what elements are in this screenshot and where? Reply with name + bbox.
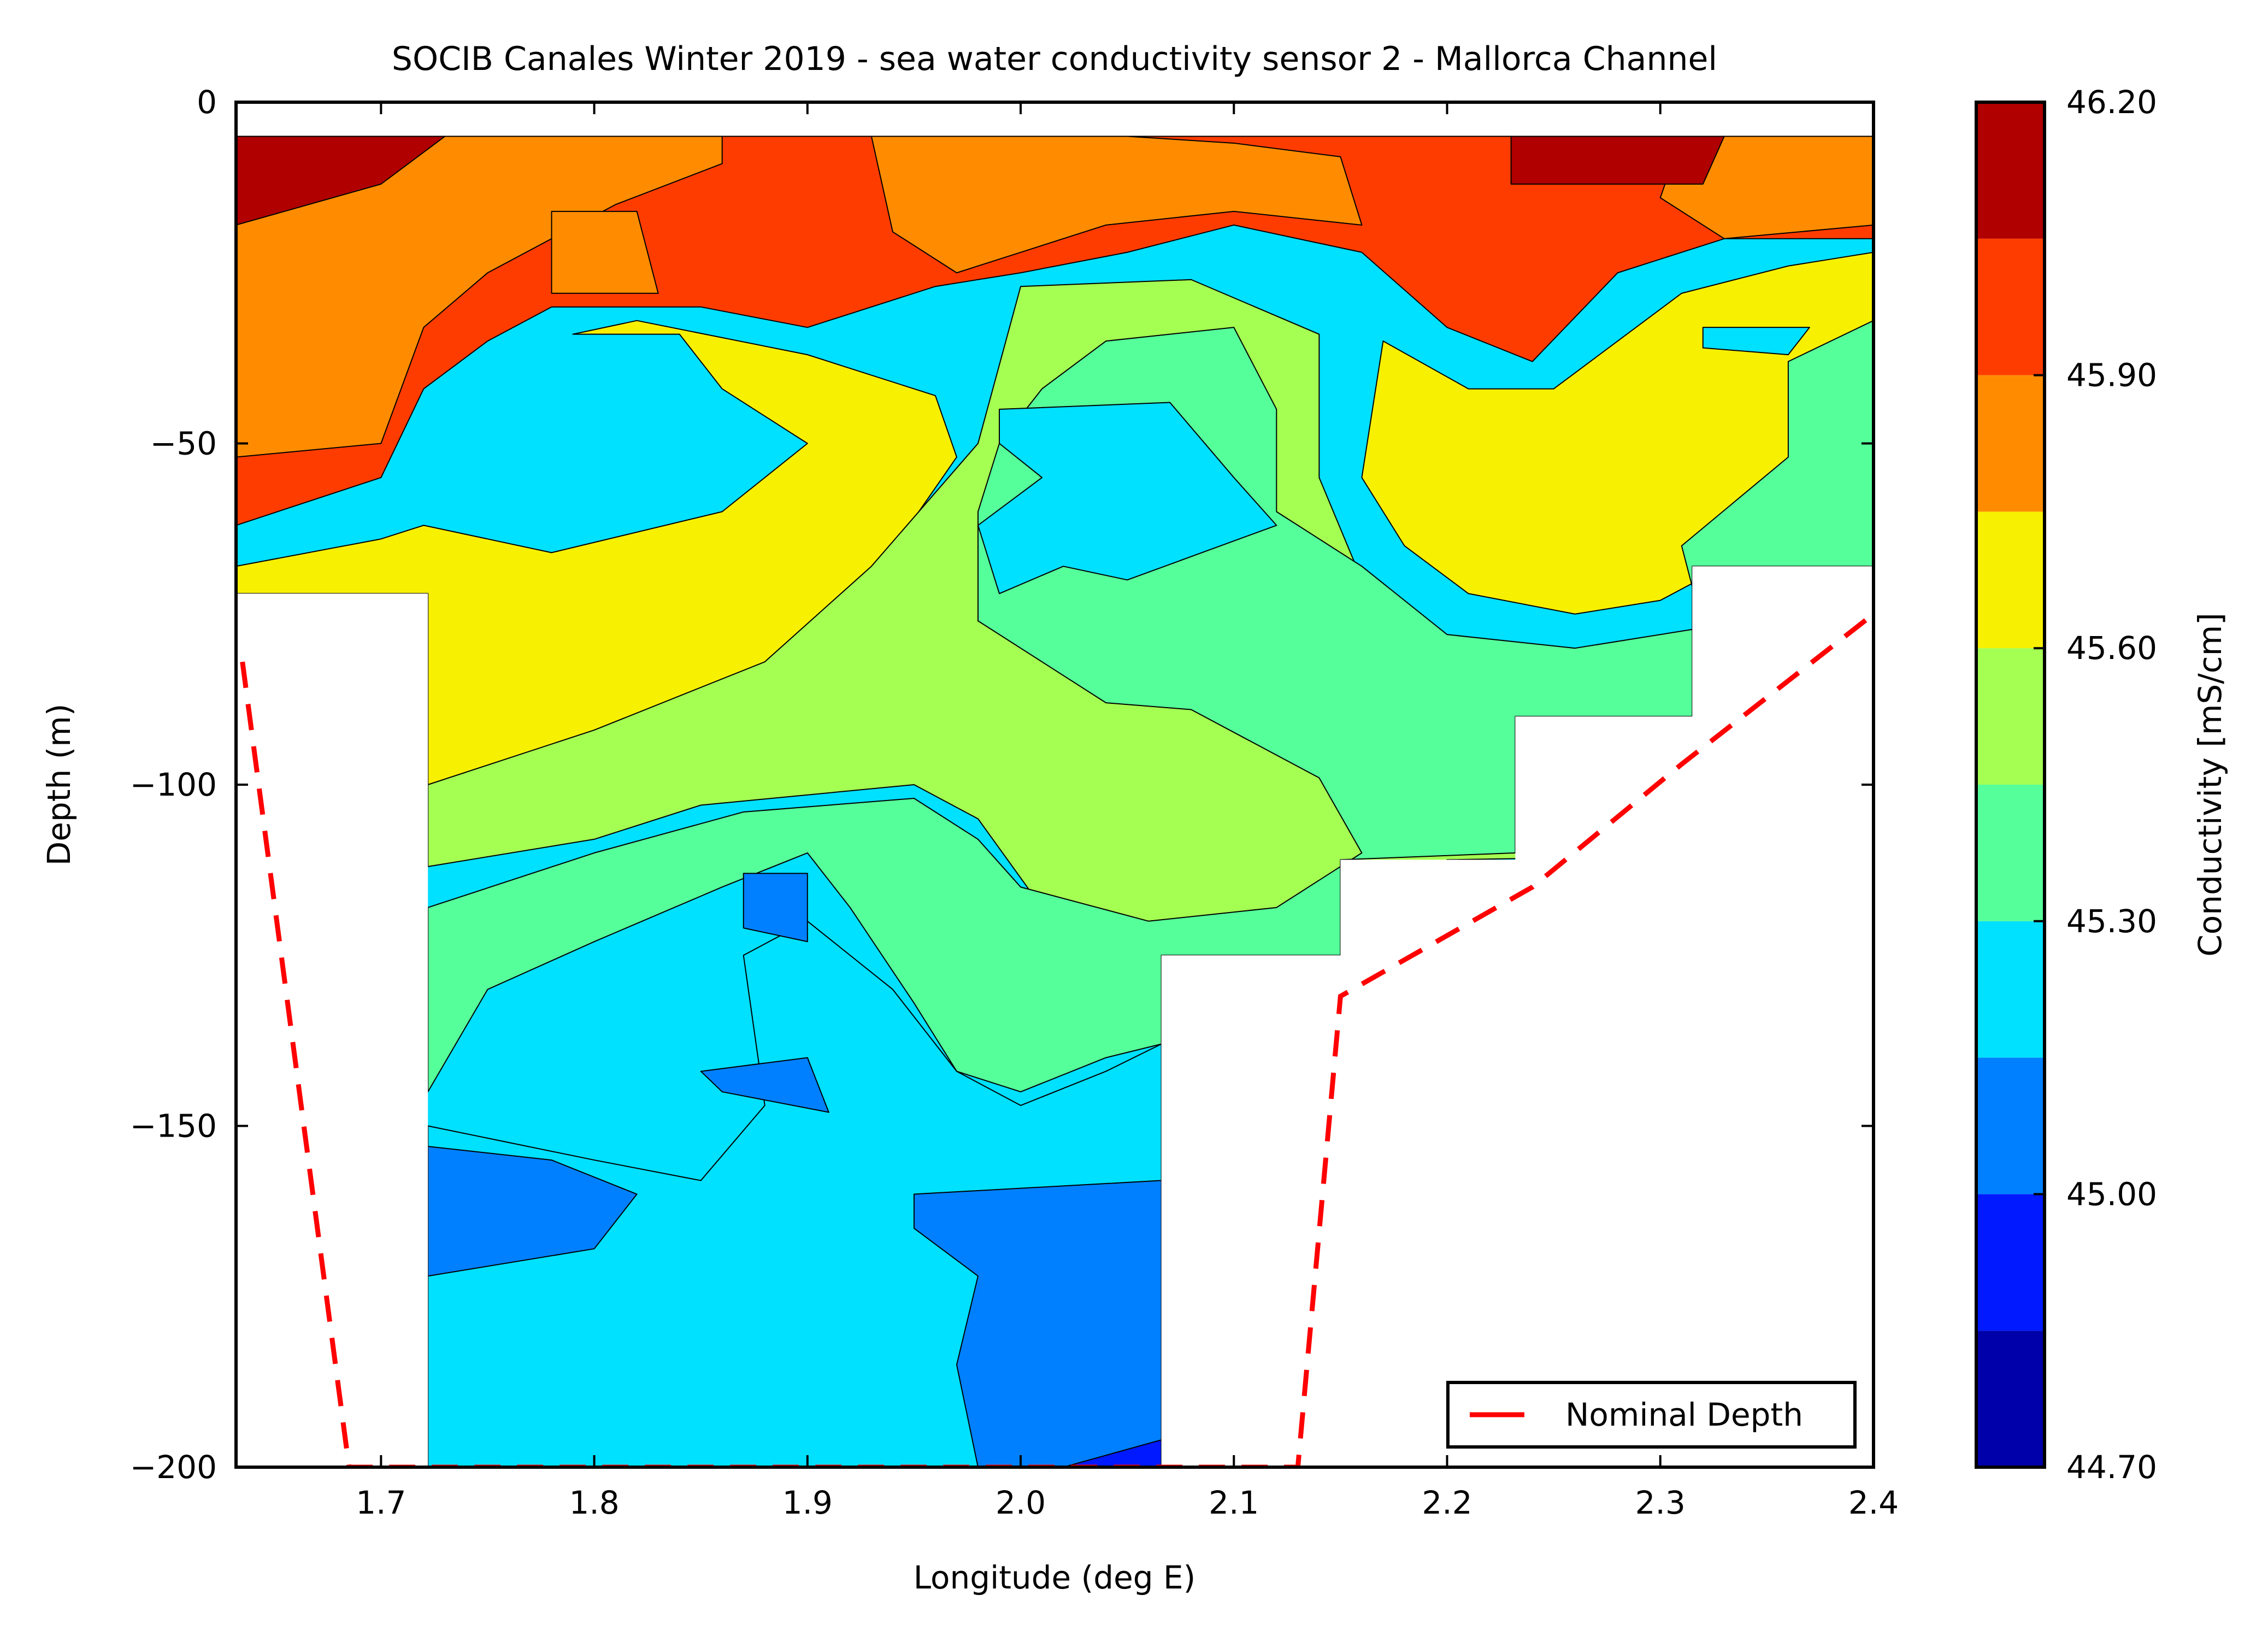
x-tick-label: 2.4 — [1848, 1484, 1899, 1521]
colorbar-tick-label: 45.00 — [2066, 1175, 2157, 1213]
contour-region-13 — [427, 320, 1874, 1093]
legend-label-nominal-depth: Nominal Depth — [1565, 1396, 1803, 1433]
nominal-depth-layer — [240, 612, 1874, 1467]
colorbar-segment — [1976, 1331, 2045, 1467]
y-tick-label: −50 — [150, 425, 217, 462]
contour-region-20 — [700, 1057, 829, 1113]
colorbar-tick-label: 45.90 — [2066, 357, 2157, 394]
y-axis-label: Depth (m) — [40, 704, 78, 866]
x-axis-ticks: 1.7 1.8 1.9 2.0 2.1 2.2 2.3 2.4 — [356, 102, 1899, 1521]
y-tick-label: −200 — [130, 1449, 217, 1486]
contour-region-14 — [977, 402, 1277, 595]
x-tick-label: 2.3 — [1635, 1484, 1686, 1521]
contour-region-6 — [1510, 136, 1725, 185]
y-tick-label: −150 — [130, 1108, 217, 1145]
colorbar-frame — [1975, 101, 2046, 1469]
colorbar-tick-label: 45.30 — [2066, 903, 2157, 940]
colorbar-segment — [1976, 511, 2045, 649]
contour-region-0 — [236, 136, 1874, 526]
colorbar-segment — [1976, 375, 2045, 512]
x-tick-label: 2.0 — [995, 1484, 1046, 1521]
colorbar-tick-label: 45.60 — [2066, 629, 2157, 667]
x-tick-label: 1.7 — [356, 1484, 406, 1521]
contour-region-5 — [236, 136, 446, 226]
x-tick-label: 1.8 — [569, 1484, 619, 1521]
contour-region-15 — [1702, 327, 1810, 356]
colorbar-segment — [1976, 1057, 2045, 1194]
colorbar: 44.70 45.00 45.30 45.60 45.90 46.20 — [1975, 84, 2157, 1486]
contour-region-3 — [1659, 136, 1874, 239]
colorbar-segment — [1976, 238, 2045, 375]
y-axis-ticks: 0 −50 −100 −150 −200 — [130, 84, 1874, 1486]
contour-region-4 — [551, 210, 659, 294]
bathymetry-mask — [236, 566, 1874, 1467]
colorbar-segment — [1976, 102, 2045, 239]
colorbar-segment — [1976, 1194, 2045, 1331]
x-tick-label: 1.9 — [782, 1484, 833, 1521]
plot-area — [236, 136, 1874, 1467]
legend: Nominal Depth — [1446, 1381, 1857, 1449]
nominal-depth-line — [240, 612, 1874, 1467]
y-tick-label: −100 — [130, 766, 217, 803]
colorbar-segment — [1976, 648, 2045, 785]
contour-region-19 — [743, 873, 808, 943]
y-tick-label: 0 — [197, 84, 217, 121]
colorbar-segment — [1976, 921, 2045, 1058]
colorbar-segment — [1976, 785, 2045, 921]
x-tick-label: 2.2 — [1422, 1484, 1472, 1521]
colorbar-tick-label: 44.70 — [2066, 1449, 2157, 1486]
x-axis-label: Longitude (deg E) — [914, 1559, 1196, 1596]
colorbar-tick-label: 46.20 — [2066, 84, 2157, 121]
chart-title: SOCIB Canales Winter 2019 - sea water co… — [392, 40, 1717, 78]
x-tick-label: 2.1 — [1209, 1484, 1259, 1521]
colorbar-label: Conductivity [mS/cm] — [2192, 613, 2229, 957]
contour-region-1 — [236, 136, 723, 458]
contour-region-2 — [870, 136, 1363, 274]
